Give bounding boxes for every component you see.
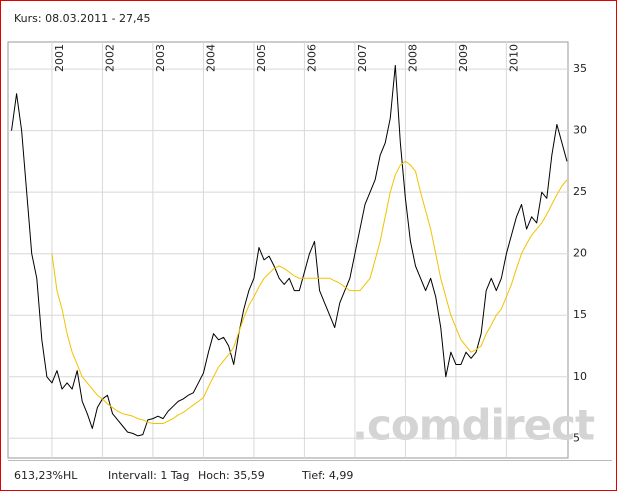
x-tick-label: 2006 [305, 44, 318, 72]
x-tick-label: 2002 [103, 44, 116, 72]
y-tick-label: 35 [573, 62, 587, 75]
price-line [11, 64, 568, 437]
y-tick-label: 20 [573, 247, 587, 260]
plot-frame [7, 41, 569, 459]
chart-title: Kurs: 08.03.2011 - 27,45 [14, 12, 151, 25]
footer-stat: Hoch: 35,59 [198, 469, 265, 482]
x-tick-label: 2010 [507, 44, 520, 72]
y-tick-label: 15 [573, 308, 587, 321]
y-tick-label: 30 [573, 124, 587, 137]
x-tick-label: 2001 [53, 44, 66, 72]
price-line [51, 160, 568, 425]
y-tick-label: 5 [573, 431, 580, 444]
x-tick-label: 2007 [356, 44, 369, 72]
footer-stat: Tief: 4,99 [301, 469, 353, 482]
x-tick-label: 2005 [255, 44, 268, 72]
footer-stat: Intervall: 1 Tag [108, 469, 190, 482]
y-tick-label: 10 [573, 370, 587, 383]
watermark: .comdirect [352, 401, 595, 450]
y-tick-label: 25 [573, 185, 587, 198]
x-tick-label: 2008 [406, 44, 419, 72]
x-tick-label: 2004 [204, 44, 217, 72]
x-tick-label: 2003 [154, 44, 167, 72]
footer-stat: 613,23%HL [14, 469, 78, 482]
x-tick-label: 2009 [457, 44, 470, 72]
